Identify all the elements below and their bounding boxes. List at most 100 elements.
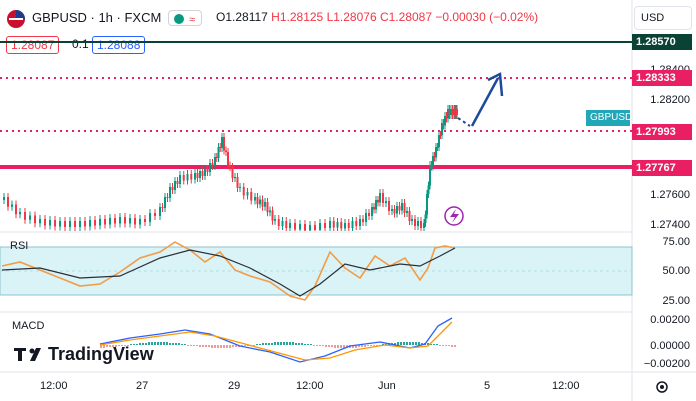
macd-histogram-bar xyxy=(106,345,108,347)
candle-body xyxy=(256,197,259,205)
candle-body xyxy=(64,221,66,227)
candle-body xyxy=(274,219,276,221)
macd-histogram-bar xyxy=(118,345,120,346)
candle-body xyxy=(391,209,393,211)
projection-arrow xyxy=(457,117,471,127)
macd-histogram-bar xyxy=(181,344,183,345)
symbol-title[interactable]: GBPUSD · 1h · FXCM xyxy=(32,10,162,25)
candle-body xyxy=(227,152,229,166)
macd-histogram-bar xyxy=(196,345,198,346)
candle-body xyxy=(166,197,169,198)
macd-histogram-bar xyxy=(187,345,189,346)
projection-arrowhead xyxy=(487,72,504,97)
lot-size[interactable]: 0.1 xyxy=(72,37,89,51)
macd-histogram-bar xyxy=(157,342,159,345)
macd-histogram-bar xyxy=(256,344,258,345)
macd-histogram-bar xyxy=(445,345,447,346)
macd-histogram-bar xyxy=(235,345,237,347)
candle-body xyxy=(161,207,164,208)
macd-histogram-bar xyxy=(364,345,366,347)
candle-body xyxy=(294,223,296,230)
currency-selector[interactable]: USD xyxy=(634,6,692,30)
macd-histogram-bar xyxy=(151,342,153,345)
lightning-icon[interactable] xyxy=(444,206,464,226)
candle-body xyxy=(239,187,241,188)
candle-body xyxy=(433,156,436,158)
candle-body xyxy=(430,165,433,167)
macd-histogram-bar xyxy=(112,345,114,347)
macd-histogram-bar xyxy=(427,343,429,345)
candle-body xyxy=(289,223,291,228)
candle-body xyxy=(266,202,269,213)
macd-histogram-bar xyxy=(361,345,363,347)
macd-histogram-bar xyxy=(259,344,261,345)
time-tick: 12:00 xyxy=(40,380,68,392)
buy-button[interactable]: 1.28088 xyxy=(92,36,146,54)
macd-histogram-bar xyxy=(208,345,210,347)
candle-body xyxy=(129,218,131,224)
candle-body xyxy=(144,219,146,222)
settings-gear-icon[interactable] xyxy=(656,381,668,393)
candle-body xyxy=(261,199,264,207)
macd-histogram-bar xyxy=(115,345,117,347)
price-tag-dotted-upper: 1.28333 xyxy=(632,70,692,86)
candle-body xyxy=(324,223,326,228)
eye-toggle-icon[interactable]: ≈ xyxy=(168,10,202,26)
candle-body xyxy=(179,175,181,184)
macd-histogram-bar xyxy=(148,342,150,345)
macd-histogram-bar xyxy=(139,343,141,345)
candle-body xyxy=(373,207,375,210)
macd-histogram-bar xyxy=(355,345,357,348)
candle-body xyxy=(182,175,185,181)
candle-body xyxy=(34,215,36,224)
macd-tick: 0.00200 xyxy=(650,314,690,326)
candle-body xyxy=(164,197,166,208)
rsi-tick: 75.00 xyxy=(662,236,690,248)
candle-body xyxy=(388,201,390,211)
candle-body xyxy=(11,204,13,207)
macd-histogram-bar xyxy=(382,344,384,345)
macd-histogram-bar xyxy=(376,345,378,346)
macd-histogram-bar xyxy=(244,345,246,346)
candle-body xyxy=(377,200,379,203)
candle-body xyxy=(329,221,331,228)
macd-histogram-bar xyxy=(163,342,165,345)
price-tag-support: 1.27767 xyxy=(632,160,692,176)
macd-histogram-bar xyxy=(292,342,294,345)
candle-body xyxy=(169,187,171,198)
candle-body xyxy=(385,201,387,203)
candle-body xyxy=(332,221,335,228)
time-tick: 5 xyxy=(484,380,491,392)
time-tick: 12:00 xyxy=(296,380,324,392)
candle-body xyxy=(84,221,86,227)
candle-body xyxy=(124,217,126,224)
candle-body xyxy=(444,116,446,126)
macd-histogram-bar xyxy=(247,345,249,346)
macd-histogram-bar xyxy=(229,345,231,348)
candle-body xyxy=(204,169,206,176)
candle-body xyxy=(365,213,367,222)
macd-histogram-bar xyxy=(295,343,297,345)
candle-body xyxy=(277,219,280,226)
candle-body xyxy=(15,204,17,215)
price-tag-top: 1.28570 xyxy=(632,34,692,50)
macd-histogram-bar xyxy=(205,345,207,347)
macd-histogram-bar xyxy=(316,345,318,346)
macd-line xyxy=(99,317,453,363)
macd-histogram-bar xyxy=(400,342,402,345)
candle-body xyxy=(176,181,179,184)
macd-histogram-bar xyxy=(262,343,264,345)
macd-histogram-bar xyxy=(394,343,396,345)
symbol-price-tag: GBPUSD xyxy=(586,110,632,126)
macd-histogram-bar xyxy=(268,343,270,345)
macd-histogram-bar xyxy=(136,344,138,345)
candle-body xyxy=(408,211,411,221)
rsi-band xyxy=(0,246,633,296)
macd-histogram-bar xyxy=(436,344,438,345)
macd-histogram-bar xyxy=(313,345,315,346)
candle-body xyxy=(432,156,434,167)
macd-histogram-bar xyxy=(307,344,309,345)
candle-body xyxy=(379,193,381,203)
macd-histogram-bar xyxy=(325,345,327,347)
